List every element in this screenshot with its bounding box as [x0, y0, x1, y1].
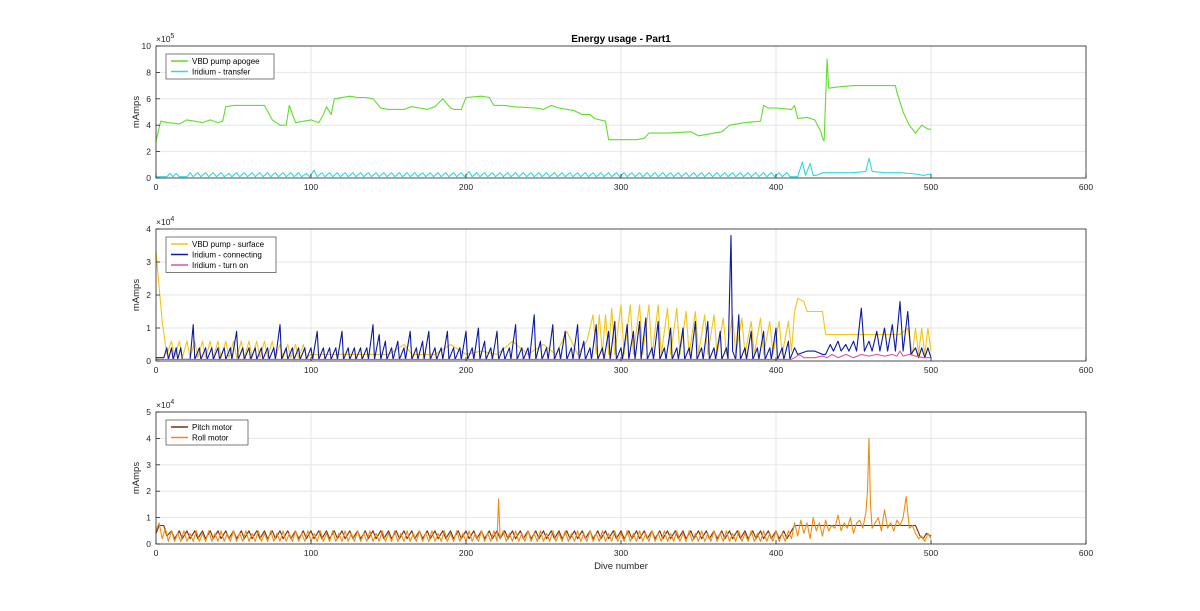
legend-box [165, 53, 275, 80]
x-axis-label: Dive number [594, 561, 648, 572]
subplot-1: 0 100 200 300 400 500 600 0 2 4 6 8 10 ×105 mAmps VBD p… [131, 33, 1093, 192]
legend-entry: Iridium - connecting [192, 251, 262, 260]
y-tick-label: 0 [146, 173, 151, 183]
y-tick-label: 4 [146, 433, 151, 443]
y-tick-label: 4 [146, 120, 151, 130]
legend-entry: Iridium - transfer [192, 68, 251, 77]
y-tick-label: 10 [142, 41, 152, 51]
y-exponent-power: 5 [170, 33, 174, 40]
x-tick-label: 0 [154, 365, 159, 375]
series-line-1-2 [156, 157, 932, 178]
y-axis-label: mAmps [131, 279, 142, 311]
x-tick-label: 100 [304, 548, 318, 558]
x-tick-label: 500 [924, 548, 938, 558]
x-tick-label: 100 [304, 182, 318, 192]
series-line-2-3 [156, 350, 931, 360]
y-tick-label: 1 [146, 513, 151, 523]
legend: Pitch motor Roll motor [165, 419, 249, 446]
legend-entry: Iridium - turn on [192, 261, 248, 270]
x-tick-label: 0 [154, 182, 159, 192]
y-tick-label: 6 [146, 94, 151, 104]
y-exponent-label: ×104 [156, 399, 174, 410]
y-axis-label: mAmps [131, 96, 142, 128]
series-line-1-1 [155, 58, 931, 142]
series-line-2-1 [155, 252, 932, 359]
y-tick-label: 8 [146, 67, 151, 77]
x-tick-label: 300 [614, 182, 628, 192]
series-line-3-2 [155, 437, 932, 542]
x-tick-label: 500 [924, 182, 938, 192]
x-tick-label: 400 [769, 182, 783, 192]
legend-entry: VBD pump - surface [192, 240, 265, 249]
legend-box [165, 419, 249, 446]
x-tick-label: 400 [769, 365, 783, 375]
y-exponent-power: 4 [170, 216, 174, 223]
x-tick-label: 600 [1079, 182, 1093, 192]
y-tick-label: 2 [146, 486, 151, 496]
y-tick-label: 4 [146, 224, 151, 234]
x-tick-label: 200 [459, 182, 473, 192]
y-tick-label: 2 [146, 290, 151, 300]
y-tick-label: 2 [146, 147, 151, 157]
y-exponent-power: 4 [170, 399, 174, 406]
legend: VBD pump apogee Iridium - transfer [165, 53, 275, 80]
subplot-3: 0 100 200 300 400 500 600 0 1 2 3 4 5 ×104 mAmps Pitch … [131, 399, 1093, 558]
x-tick-label: 600 [1079, 548, 1093, 558]
y-tick-label: 0 [146, 356, 151, 366]
y-tick-label: 5 [146, 407, 151, 417]
y-exponent-label: ×104 [156, 216, 174, 227]
x-tick-label: 300 [614, 548, 628, 558]
legend-entry: Pitch motor [192, 423, 233, 432]
legend: VBD pump - surface Iridium - connectingIr… [165, 236, 277, 273]
x-tick-label: 200 [459, 365, 473, 375]
legend-entry: VBD pump apogee [192, 57, 260, 66]
x-tick-label: 400 [769, 548, 783, 558]
x-tick-label: 300 [614, 365, 628, 375]
x-tick-label: 600 [1079, 365, 1093, 375]
y-exponent-label: ×105 [156, 33, 174, 44]
y-tick-label: 1 [146, 323, 151, 333]
legend-entry: Roll motor [192, 434, 229, 443]
x-tick-label: 500 [924, 365, 938, 375]
x-tick-label: 0 [154, 548, 159, 558]
figure-title: Energy usage - Part1 [571, 34, 671, 45]
series-line-2-2 [156, 235, 932, 360]
y-tick-label: 3 [146, 257, 151, 267]
y-tick-label: 3 [146, 460, 151, 470]
x-tick-label: 100 [304, 365, 318, 375]
x-tick-label: 200 [459, 548, 473, 558]
y-tick-label: 0 [146, 539, 151, 549]
y-axis-label: mAmps [131, 462, 142, 494]
